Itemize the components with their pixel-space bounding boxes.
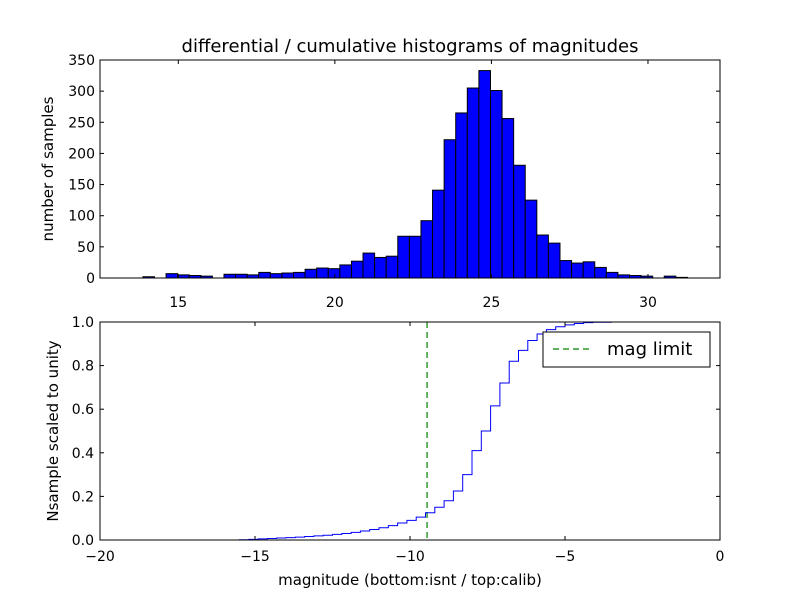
histogram-y-tick-label: 100 <box>68 209 95 225</box>
histogram-y-tick-label: 200 <box>68 146 95 162</box>
histogram-bar <box>397 235 410 279</box>
histogram-bar <box>374 256 387 279</box>
cumulative-x-tick-label: −20 <box>85 549 115 565</box>
histogram-y-axis-label: number of samples <box>39 96 57 241</box>
histogram-bar <box>571 262 584 279</box>
histogram-x-tick-label: 30 <box>639 295 657 311</box>
histogram-bar <box>420 220 434 279</box>
histogram-bar <box>605 271 619 279</box>
cumulative-y-axis-label: Nsample scaled to unity <box>44 340 62 521</box>
cumulative-y-tick-label: 0.2 <box>72 489 94 505</box>
histogram-bar <box>362 252 376 279</box>
cumulative-panel: −20 −15 −10 −5 0 0.0 0.2 0.4 0.6 0.8 1.0 magnitude… <box>44 315 724 589</box>
cumulative-y-tick-label: 0.8 <box>72 359 94 375</box>
histogram-bar <box>559 260 573 279</box>
histogram-frame <box>99 59 721 279</box>
histogram-bar <box>547 242 561 279</box>
histogram-bar <box>489 90 503 279</box>
histogram-bar <box>443 139 457 279</box>
histogram-bar <box>478 70 491 279</box>
histogram-bar <box>466 87 480 279</box>
histogram-bar <box>339 264 352 279</box>
histogram-y-tick-label: 150 <box>68 178 95 194</box>
histogram-x-tick-label: 25 <box>483 295 501 311</box>
legend-box <box>542 331 711 368</box>
histogram-bar <box>455 112 468 279</box>
histogram-bar <box>432 189 445 279</box>
histogram-bar <box>594 266 607 279</box>
legend-label-mag-limit: mag limit <box>607 339 692 360</box>
histogram-bar <box>350 260 364 279</box>
cumulative-y-tick-label: 0.0 <box>72 533 94 549</box>
histogram-bar <box>408 235 422 279</box>
histogram-bar <box>258 271 271 279</box>
cumulative-step-line <box>100 321 721 541</box>
histogram-bar <box>536 234 549 279</box>
histogram-y-tick-label: 350 <box>68 53 95 69</box>
histogram-bar <box>293 271 306 279</box>
histogram-bar <box>501 118 515 279</box>
histogram-y-tick-label: 50 <box>77 240 95 256</box>
histogram-bar <box>385 255 399 279</box>
histogram-y-tick-label: 250 <box>68 115 95 131</box>
histogram-bar <box>235 273 248 279</box>
histogram-bar <box>304 268 318 279</box>
histogram-bar <box>513 164 526 279</box>
cumulative-y-tick-label: 1.0 <box>72 315 94 331</box>
legend: mag limit <box>542 331 711 368</box>
cumulative-x-tick-label: −5 <box>555 549 576 565</box>
histogram-x-tick-label: 15 <box>169 295 187 311</box>
histogram-bar <box>316 267 329 279</box>
cumulative-y-tick-label: 0.6 <box>72 402 94 418</box>
cumulative-x-tick-label: 0 <box>716 549 725 565</box>
cumulative-x-axis-label: magnitude (bottom:isnt / top:calib) <box>278 571 542 589</box>
histogram-y-tick-label: 300 <box>68 84 95 100</box>
chart-title: differential / cumulative histograms of … <box>182 36 639 57</box>
histogram-bars <box>142 70 688 279</box>
histogram-bar <box>582 261 596 279</box>
cumulative-x-tick-label: −15 <box>240 549 270 565</box>
cumulative-y-tick-label: 0.4 <box>72 446 94 462</box>
histogram-bar <box>281 272 295 279</box>
histogram-bar <box>223 273 237 279</box>
histogram-bar <box>327 268 341 279</box>
cumulative-x-tick-label: −10 <box>395 549 425 565</box>
histogram-bar <box>165 273 179 279</box>
histogram-bar <box>524 199 538 279</box>
histogram-x-tick-label: 20 <box>326 295 344 311</box>
histogram-bar <box>269 273 283 279</box>
cumulative-frame <box>99 321 721 541</box>
histogram-y-tick-label: 0 <box>86 271 95 287</box>
